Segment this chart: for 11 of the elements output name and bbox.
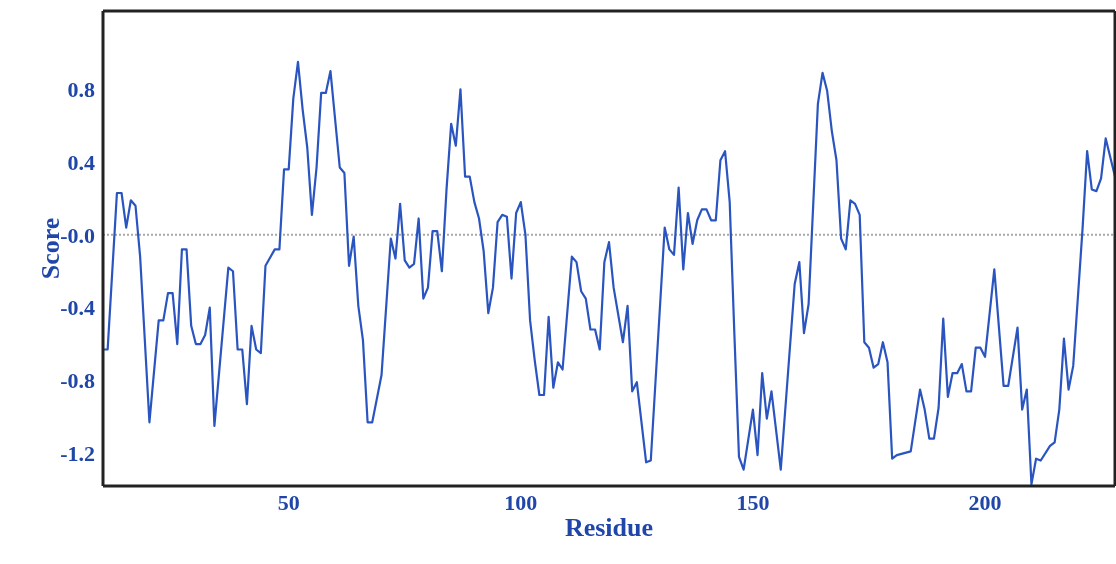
x-tick-label: 150: [736, 489, 770, 515]
y-tick-label: -0.8: [60, 368, 95, 394]
x-tick-label: 50: [277, 489, 300, 515]
x-tick-label: 200: [968, 489, 1002, 515]
y-tick-label: -0.4: [60, 295, 95, 321]
x-axis-title: Residue: [564, 513, 654, 543]
x-tick-label: 100: [504, 489, 538, 515]
y-tick-label: 0.4: [67, 149, 95, 175]
y-tick-label: 0.8: [67, 77, 95, 103]
y-tick-label: -1.2: [60, 441, 95, 467]
y-tick-label: -0.0: [60, 222, 95, 248]
